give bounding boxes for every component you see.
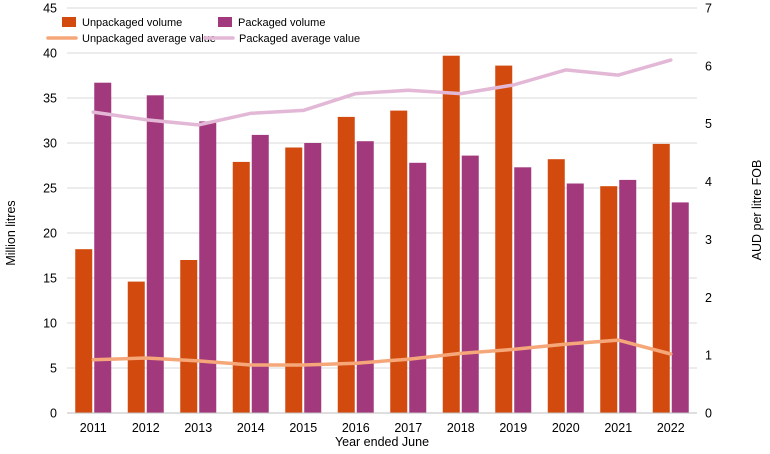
y-tick-label: 20 [43, 227, 57, 241]
x-tick-label: 2017 [394, 421, 422, 435]
x-tick-label: 2012 [132, 421, 160, 435]
unpackaged-volume-bar [390, 110, 408, 413]
x-tick-label: 2019 [499, 421, 527, 435]
packaged-volume-bar [146, 95, 164, 414]
packaged-volume-bar [199, 121, 217, 414]
packaged-volume-bar [566, 183, 584, 413]
x-tick-label: 2021 [604, 421, 632, 435]
packaged-volume-bar [409, 162, 427, 413]
y2-axis-title: AUD per litre FOB [750, 160, 764, 261]
left-axis-ticks: 0 5 10 15 20 25 30 35 40 45 [43, 2, 57, 421]
unpackaged-volume-bar [127, 281, 145, 413]
lines-group [91, 58, 673, 367]
y2-tick-label: 0 [705, 407, 712, 421]
legend-packaged-volume-label: Packaged volume [238, 17, 325, 29]
y-tick-label: 10 [43, 317, 57, 331]
legend-unpackaged-volume-label: Unpackaged volume [82, 17, 182, 29]
unpackaged-volume-bar [547, 159, 565, 413]
unpackaged-volume-bar [232, 161, 250, 413]
unpackaged-average-value-line [91, 338, 673, 367]
legend-unpackaged-average-value-label: Unpackaged average value [82, 33, 216, 45]
x-tick-label: 2022 [657, 421, 685, 435]
y-tick-label: 0 [50, 407, 57, 421]
unpackaged-volume-bar [180, 260, 198, 413]
legend-unpackaged-volume-swatch [62, 17, 76, 27]
x-tick-label: 2014 [237, 421, 265, 435]
y2-tick-label: 6 [705, 59, 712, 73]
unpackaged-volume-bar [600, 186, 618, 413]
unpackaged-volume-bar [652, 143, 670, 413]
y2-tick-label: 7 [705, 2, 712, 16]
packaged-volume-bar [356, 141, 374, 413]
packaged-volume-bar [514, 167, 532, 413]
x-tick-label: 2013 [184, 421, 212, 435]
gridlines [67, 7, 697, 369]
y-tick-label: 15 [43, 272, 57, 286]
unpackaged-volume-bar [337, 116, 355, 414]
y-axis-title: Million litres [4, 200, 18, 265]
y2-tick-label: 1 [705, 349, 712, 363]
x-tick-label: 2011 [80, 421, 107, 435]
legend: Unpackaged volume Packaged volume Unpackag… [46, 17, 360, 45]
x-tick-label: 2016 [342, 421, 370, 435]
unpackaged-volume-bar [75, 249, 93, 413]
y2-tick-label: 2 [705, 291, 712, 305]
packaged-volume-bar [251, 134, 269, 413]
y-tick-label: 30 [43, 137, 57, 151]
y-tick-label: 25 [43, 182, 57, 196]
packaged-average-value-line [91, 58, 673, 127]
y2-tick-label: 5 [705, 117, 712, 131]
x-tick-label: 2020 [552, 421, 580, 435]
packaged-volume-bar [304, 143, 322, 413]
legend-packaged-average-value-label: Packaged average value [239, 33, 360, 45]
x-tick-label: 2018 [447, 421, 475, 435]
packaged-volume-bar [94, 82, 112, 413]
x-axis-ticks: 2011 2012 2013 2014 2015 2016 2017 2018 2019 2020… [80, 421, 685, 435]
y2-tick-label: 4 [705, 175, 712, 189]
legend-packaged-volume-swatch [218, 17, 232, 27]
packaged-volume-bar [671, 202, 689, 413]
unpackaged-volume-bar [442, 55, 460, 413]
bars-group [75, 55, 689, 414]
unpackaged-volume-bar [285, 147, 303, 413]
y-tick-label: 35 [43, 92, 57, 106]
right-axis-ticks: 0 1 2 3 4 5 6 7 [705, 2, 712, 421]
y2-tick-label: 3 [705, 233, 712, 247]
packaged-volume-bar [461, 155, 479, 413]
y-tick-label: 40 [43, 47, 57, 61]
y-tick-label: 45 [43, 2, 57, 16]
x-tick-label: 2015 [289, 421, 317, 435]
unpackaged-volume-bar [495, 65, 513, 413]
packaged-volume-bar [619, 179, 637, 413]
x-axis-title: Year ended June [335, 435, 429, 449]
y-tick-label: 5 [50, 362, 57, 376]
